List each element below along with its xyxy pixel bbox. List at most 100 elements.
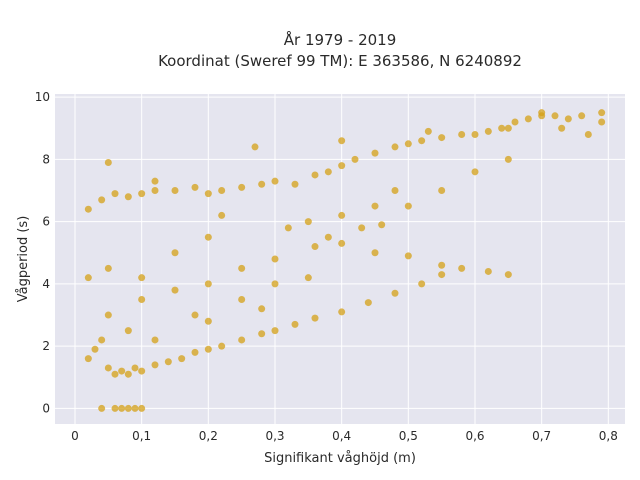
x-tick-label: 0,3 [265,429,284,443]
data-point [338,137,346,145]
data-point [138,274,146,282]
data-point [84,205,92,213]
data-point [104,158,112,166]
data-point [558,124,566,132]
data-point [338,308,346,316]
data-point [258,330,266,338]
data-point [138,404,146,412]
x-tick-label: 0,5 [399,429,418,443]
data-point [524,115,532,123]
data-point [151,336,159,344]
data-point [471,168,479,176]
data-point [338,162,346,170]
data-point [504,271,512,279]
data-point [498,124,506,132]
x-axis-label: Signifikant våghöjd (m) [264,451,416,466]
data-point [258,180,266,188]
data-point [178,355,186,363]
data-point [84,355,92,363]
data-point [304,218,312,226]
data-point [271,280,279,288]
data-point [251,143,259,151]
data-point [111,190,119,198]
data-point [538,109,546,117]
x-tick-label: 0,2 [199,429,218,443]
data-point [171,187,179,195]
x-tick-labels: 0 0,1 0,2 0,3 0,4 0,5 0,6 0,7 0,8 [71,429,618,443]
data-point [598,118,606,126]
data-point [218,187,226,195]
data-point [304,274,312,282]
data-point [98,196,106,204]
chart-title: År 1979 - 2019 [284,30,397,49]
data-point [104,264,112,272]
data-point [164,358,172,366]
x-tick-label: 0 [71,429,79,443]
data-point [151,187,159,195]
data-point [458,130,466,138]
data-point [584,130,592,138]
data-point [118,404,126,412]
data-point [504,155,512,163]
data-point [151,177,159,185]
data-point [131,364,139,372]
data-point [511,118,519,126]
data-point [391,143,399,151]
data-point [104,311,112,319]
data-point [238,295,246,303]
data-point [218,342,226,350]
data-point [284,224,292,232]
data-point [391,187,399,195]
data-point [351,155,359,163]
x-tick-label: 0,7 [532,429,551,443]
data-point [138,367,146,375]
data-point [124,370,132,378]
data-point [311,171,319,179]
data-point [324,233,332,241]
data-point [104,364,112,372]
data-points [84,109,606,412]
data-point [578,112,586,120]
plot-area [55,94,625,424]
data-point [364,299,372,307]
data-point [271,177,279,185]
data-point [391,289,399,297]
data-point [124,327,132,335]
data-point [98,336,106,344]
data-point [204,317,212,325]
data-point [598,109,606,117]
data-point [311,314,319,322]
y-tick-label: 4 [42,277,50,291]
data-point [438,134,446,142]
data-point [191,183,199,191]
data-point [218,211,226,219]
data-point [171,286,179,294]
data-point [111,370,119,378]
data-point [564,115,572,123]
x-tick-label: 0,6 [465,429,484,443]
data-point [338,239,346,247]
data-point [138,295,146,303]
data-point [138,190,146,198]
y-tick-label: 8 [42,152,50,166]
data-point [238,336,246,344]
data-point [98,404,106,412]
data-point [458,264,466,272]
data-point [124,193,132,201]
data-point [424,127,432,135]
data-point [358,224,366,232]
data-point [111,404,119,412]
data-point [438,261,446,269]
y-gridlines [55,96,625,409]
data-point [238,264,246,272]
data-point [171,249,179,257]
data-point [311,243,319,251]
data-point [271,327,279,335]
data-point [291,180,299,188]
data-point [204,190,212,198]
x-tick-label: 0,1 [132,429,151,443]
data-point [438,271,446,279]
y-tick-label: 0 [42,401,50,415]
data-point [271,255,279,263]
